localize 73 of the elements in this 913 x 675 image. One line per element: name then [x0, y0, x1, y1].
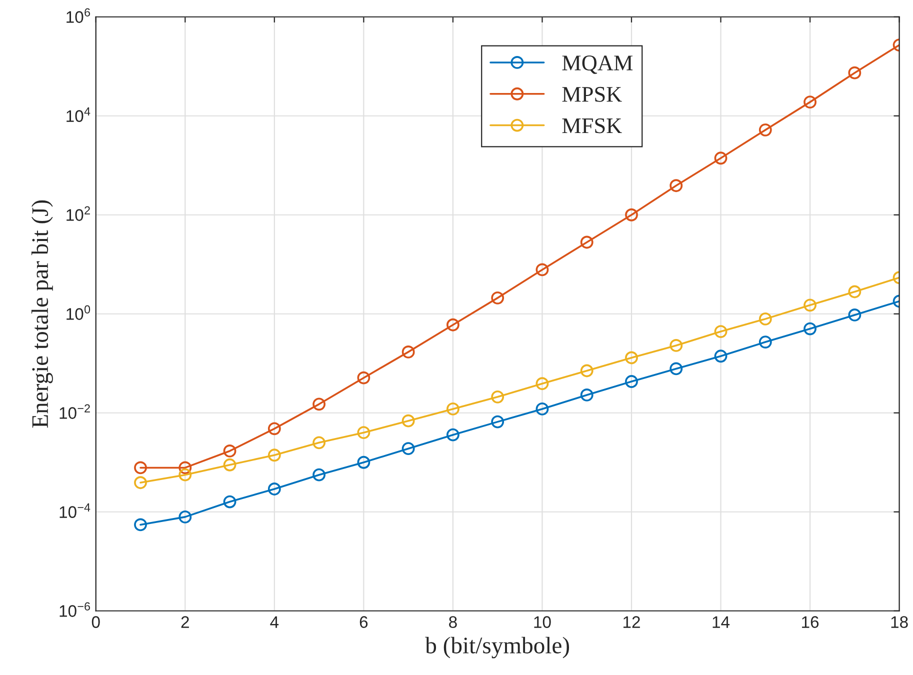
- point: [670, 339, 683, 352]
- point: [223, 458, 236, 472]
- point: [491, 415, 504, 428]
- point: [714, 152, 728, 165]
- point: [223, 495, 236, 508]
- point: [714, 350, 728, 363]
- point: [758, 312, 772, 326]
- point: [848, 285, 862, 298]
- point: [268, 482, 281, 496]
- legend-label: MQAM: [562, 56, 633, 74]
- y-tick-label: 10$^{−6}$: [60, 602, 90, 617]
- point: [357, 371, 370, 384]
- point: [178, 468, 192, 482]
- point: [804, 96, 816, 109]
- point: [178, 510, 192, 524]
- point: [312, 468, 326, 482]
- point: [714, 325, 728, 338]
- x-tick-label: 18: [891, 616, 908, 628]
- x-tick-label: 8: [449, 616, 457, 628]
- point: [446, 402, 460, 416]
- x-tick-label: 6: [360, 616, 368, 628]
- x-tick-label: 2: [181, 616, 189, 628]
- legend-label: MPSK: [562, 86, 622, 102]
- y-tick-label: 10$^{2}$: [66, 206, 90, 221]
- point: [804, 298, 816, 312]
- y-tick-label: 10$^{−4}$: [60, 503, 90, 518]
- point: [625, 351, 638, 364]
- point: [491, 291, 504, 304]
- point: [580, 364, 594, 378]
- point: [134, 476, 147, 490]
- point: [134, 461, 147, 474]
- x-axis-title: b (bit/symbole): [425, 636, 570, 658]
- point: [580, 388, 594, 402]
- point: [402, 414, 415, 428]
- point: [178, 461, 192, 474]
- x-tick-label: 12: [623, 616, 640, 628]
- point: [536, 377, 549, 390]
- point: [848, 308, 862, 322]
- y-tick-label: 10$^{6}$: [66, 8, 90, 23]
- x-tick-label: 10: [534, 616, 551, 628]
- point: [758, 336, 772, 348]
- point: [268, 422, 281, 436]
- point: [134, 518, 147, 532]
- point: [491, 390, 504, 404]
- point: [758, 123, 772, 136]
- y-tick-label: 10$^{0}$: [66, 305, 90, 320]
- point: [446, 428, 460, 442]
- point: [402, 442, 415, 456]
- point: [536, 402, 549, 416]
- point: [625, 208, 638, 222]
- y-tick-label: 10$^{−2}$: [60, 404, 90, 419]
- x-tick-label: 14: [712, 616, 730, 628]
- legend-label: MFSK: [562, 118, 622, 134]
- x-tick-label: 4: [270, 616, 279, 628]
- y-tick-label: 10$^{4}$: [66, 107, 90, 122]
- x-tick-label: 16: [802, 616, 819, 628]
- point: [580, 236, 594, 249]
- point: [223, 444, 236, 458]
- point: [312, 436, 326, 450]
- point: [804, 322, 816, 336]
- point: [446, 318, 460, 332]
- point: [357, 456, 370, 469]
- point: [670, 179, 683, 192]
- point: [268, 448, 281, 462]
- point: [536, 263, 549, 276]
- point: [312, 398, 326, 411]
- point: [402, 346, 415, 358]
- point: [625, 375, 638, 388]
- x-tick-label: 0: [92, 616, 100, 628]
- point: [848, 66, 862, 80]
- y-axis-title: Energie totale par bit (J): [31, 200, 53, 428]
- point: [357, 426, 370, 440]
- point: [670, 362, 683, 376]
